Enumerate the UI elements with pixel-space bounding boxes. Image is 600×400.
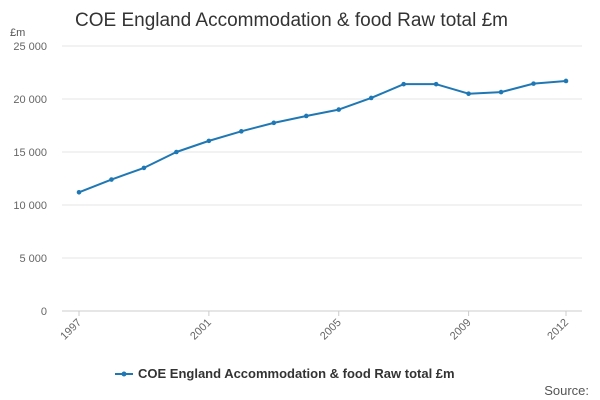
y-tick-label: 15 000	[13, 147, 47, 159]
x-tick-label: 1997	[58, 317, 84, 343]
source-link[interactable]: Source:	[544, 383, 589, 398]
x-tick-label: 2001	[188, 317, 214, 343]
y-tick-label: 5 000	[19, 253, 47, 265]
x-tick-label: 2005	[318, 317, 344, 343]
data-point-2007[interactable]	[401, 81, 406, 87]
legend-marker-swatch	[121, 371, 127, 377]
data-point-2011[interactable]	[531, 81, 536, 86]
x-tick-label: 2012	[545, 317, 571, 343]
y-axis-ticks: 0 5 000 10 000 15 000 20 000 25 000	[13, 41, 47, 318]
y-tick-label: 25 000	[13, 41, 47, 53]
legend-label: COE England Accommodation & food Raw tot…	[138, 366, 455, 381]
data-point-2004[interactable]	[303, 113, 309, 119]
data-point-2006[interactable]	[368, 95, 374, 101]
data-point-2012[interactable]	[563, 78, 569, 84]
chart-title: COE England Accommodation & food Raw tot…	[75, 10, 508, 31]
data-point-2005[interactable]	[336, 107, 342, 112]
y-tick-label: 0	[41, 306, 47, 318]
data-point-2003[interactable]	[271, 120, 277, 126]
y-tick-label: 10 000	[13, 200, 47, 212]
x-tick-label: 2009	[448, 317, 474, 343]
y-tick-label: 20 000	[13, 94, 47, 106]
y-axis-unit: £m	[10, 27, 25, 39]
series-group	[76, 78, 569, 195]
series-line	[78, 79, 567, 194]
data-point-1998[interactable]	[109, 177, 114, 182]
x-axis-ticks: 1997 2001 2005 2009 2012	[58, 311, 571, 342]
data-point-2009[interactable]	[466, 91, 471, 96]
data-point-2002[interactable]	[239, 129, 244, 134]
data-point-2001[interactable]	[206, 138, 212, 144]
data-point-2008[interactable]	[433, 81, 439, 87]
data-point-1999[interactable]	[141, 165, 147, 171]
data-point-2010[interactable]	[498, 89, 504, 95]
data-point-1997[interactable]	[76, 189, 82, 195]
data-point-2000[interactable]	[174, 149, 179, 155]
gridlines	[62, 45, 582, 312]
legend[interactable]: COE England Accommodation & food Raw tot…	[115, 366, 455, 381]
